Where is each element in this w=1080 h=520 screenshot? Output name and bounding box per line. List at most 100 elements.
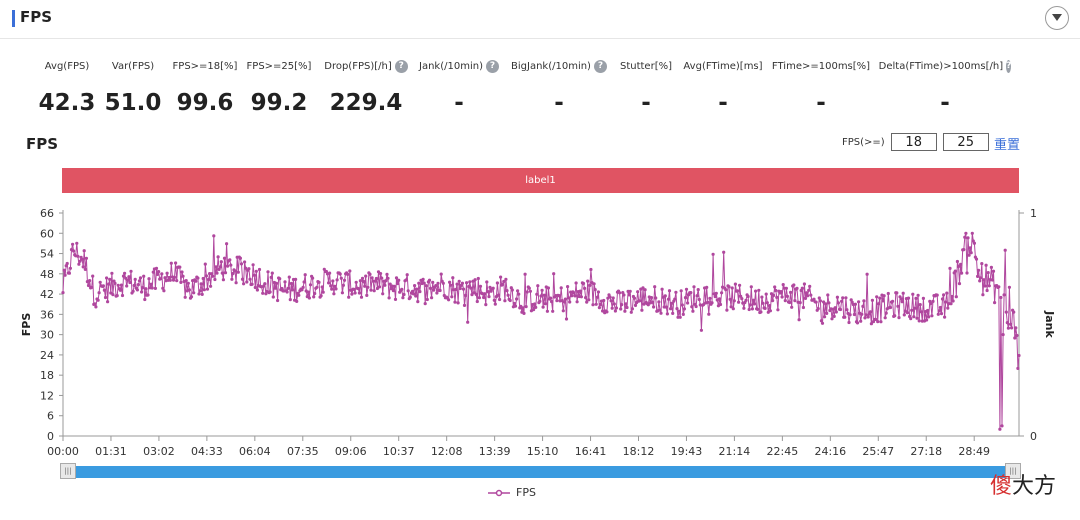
fps-data-point [845, 308, 849, 312]
fps-data-point [695, 294, 699, 298]
help-icon[interactable]: ? [593, 59, 607, 73]
fps-data-point [690, 305, 694, 309]
metric-1: Var(FPS) 51.0 [78, 58, 188, 117]
fps-data-point [863, 316, 867, 320]
fps-data-point [974, 257, 979, 261]
fps-data-point [372, 289, 376, 293]
fps-data-point [510, 288, 514, 292]
fps-data-point [332, 292, 336, 296]
zoom-slider-handle-start[interactable]: ||| [60, 463, 76, 479]
fps-data-point [161, 286, 165, 290]
fps-data-point [862, 299, 866, 303]
fps-data-point [619, 307, 623, 311]
fps-data-point [915, 316, 919, 320]
metric-value: 99.6 [176, 90, 234, 116]
reset-link[interactable]: 重置 [994, 138, 1021, 153]
fps-data-point [546, 286, 551, 290]
fps-data-point [833, 306, 837, 310]
fps-data-point [422, 281, 426, 285]
fps-data-point [271, 295, 275, 299]
fps-data-point [535, 292, 539, 296]
fps-data-point [881, 299, 885, 303]
fps-data-point [877, 302, 881, 306]
fps-data-point [149, 282, 153, 286]
fps-data-point [178, 265, 182, 269]
fps-data-point [801, 305, 806, 310]
fps-data-point [410, 289, 415, 293]
fps-data-point [775, 295, 779, 299]
zoom-slider-track[interactable] [62, 466, 1019, 478]
fps-data-point [670, 301, 674, 305]
fps-threshold-high-input[interactable] [942, 133, 989, 151]
fps-data-point [411, 292, 416, 296]
fps-data-point [436, 281, 440, 285]
fps-data-point [315, 285, 319, 289]
zoom-slider-handle-end[interactable]: ||| [1005, 463, 1021, 479]
fps-data-point [1008, 322, 1013, 326]
fps-data-point [391, 289, 395, 293]
fps-data-point [706, 300, 710, 304]
fps-data-point [944, 300, 948, 304]
fps-data-point [462, 303, 467, 307]
fps-data-point [401, 296, 405, 300]
fps-data-point [568, 300, 572, 304]
fps-data-point [746, 294, 750, 299]
chart-legend[interactable]: FPS [488, 486, 536, 499]
fps-data-point [979, 276, 983, 280]
help-icon[interactable]: ? [394, 59, 408, 73]
fps-data-point [150, 286, 154, 290]
fps-data-point [223, 271, 228, 275]
fps-data-point [857, 300, 861, 304]
fps-data-point [559, 286, 563, 290]
collapse-toggle-button[interactable] [1045, 6, 1069, 30]
fps-data-point [106, 300, 110, 304]
fps-data-point [609, 299, 613, 303]
fps-data-point [910, 308, 914, 312]
fps-data-point [638, 299, 642, 303]
fps-data-point [167, 275, 171, 280]
metric-value: - [816, 90, 826, 116]
fps-data-point [679, 289, 683, 293]
fps-data-point [485, 280, 489, 284]
fps-data-point [983, 284, 987, 288]
fps-data-point [692, 285, 696, 289]
fps-data-point [826, 293, 830, 297]
fps-data-point [400, 287, 404, 291]
fps-data-point [642, 302, 646, 306]
fps-data-point [676, 315, 680, 319]
fps-data-point [90, 285, 94, 289]
fps-data-point [771, 299, 775, 303]
fps-data-point [727, 285, 731, 289]
fps-data-point [215, 271, 219, 275]
fps-data-point [788, 300, 792, 305]
fps-data-point [646, 303, 650, 307]
fps-data-point [199, 282, 203, 286]
fps-data-point [248, 277, 252, 281]
fps-data-point [484, 303, 488, 307]
fps-data-point [578, 289, 582, 293]
fps-data-point [968, 246, 972, 250]
fps-threshold-low-input[interactable] [890, 133, 937, 151]
fps-data-point [800, 286, 804, 290]
y-tick-label: 30 [40, 329, 54, 342]
fps-data-point [424, 284, 428, 288]
fps-data-point [157, 270, 161, 274]
fps-data-point [610, 306, 614, 310]
help-icon[interactable]: ? [1006, 59, 1012, 73]
fps-data-point [313, 291, 317, 296]
fps-data-point [641, 286, 645, 290]
fps-data-point [963, 235, 967, 239]
fps-data-point [174, 261, 178, 265]
fps-data-point [423, 302, 427, 306]
fps-data-point [386, 276, 390, 280]
fps-data-point [307, 296, 311, 300]
y-tick-label: 6 [47, 410, 54, 423]
help-icon[interactable]: ? [485, 59, 499, 73]
fps-data-point [428, 286, 433, 290]
y-tick-label: 60 [40, 227, 54, 240]
fps-data-point [502, 279, 506, 284]
fps-data-point [784, 286, 789, 290]
fps-data-point [418, 290, 422, 294]
fps-data-point [951, 299, 955, 303]
fps-data-point [717, 297, 722, 301]
